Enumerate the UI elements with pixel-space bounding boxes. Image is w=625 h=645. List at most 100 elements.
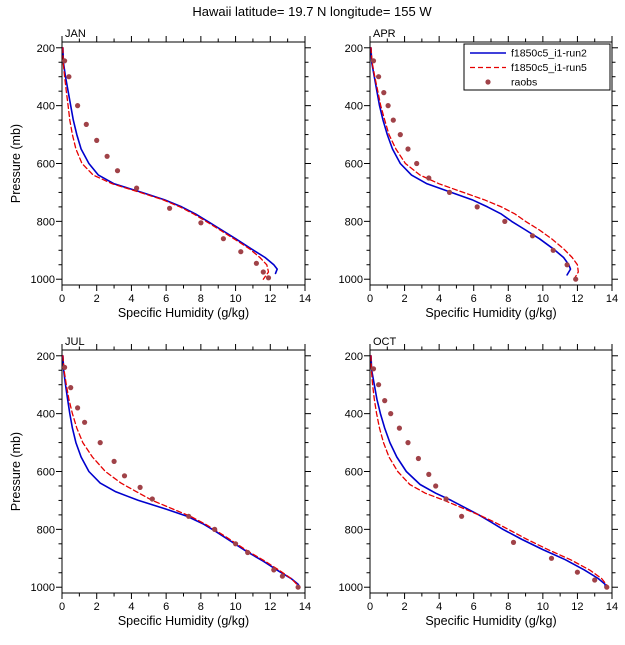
svg-text:4: 4	[436, 601, 442, 613]
panel-jul: 0 2 4 6 8 10 12 14 200 400 600 800 1000 JUL Specific H…	[9, 336, 311, 628]
svg-text:600: 600	[37, 467, 55, 479]
x-tick-labels: 0 2 4 6 8 10 12 14	[59, 601, 311, 613]
plot-border	[61, 41, 306, 286]
series-raobs-markers	[62, 364, 301, 590]
svg-text:14: 14	[299, 601, 311, 613]
svg-text:200: 200	[345, 43, 363, 55]
panel-apr: 0 2 4 6 8 10 12 14 200 400 600 800 1000 APR Specific H…	[339, 28, 619, 320]
svg-text:6: 6	[163, 293, 169, 305]
y-tick-labels: 200 400 600 800 1000	[31, 43, 55, 286]
svg-text:0: 0	[367, 601, 373, 613]
svg-text:0: 0	[367, 293, 373, 305]
svg-text:800: 800	[345, 216, 363, 228]
svg-text:200: 200	[37, 351, 55, 363]
x-axis-label: Specific Humidity (g/kg)	[118, 614, 249, 628]
panel-month-label: JUL	[65, 336, 85, 348]
svg-text:600: 600	[37, 159, 55, 171]
svg-text:4: 4	[128, 293, 134, 305]
svg-text:14: 14	[606, 601, 618, 613]
series-f1850c5_i1-run2	[62, 355, 301, 588]
svg-text:6: 6	[471, 293, 477, 305]
series-f1850c5_i1-run5	[370, 355, 610, 588]
svg-text:14: 14	[299, 293, 311, 305]
svg-text:400: 400	[37, 101, 55, 113]
y-axis-label: Pressure (mb)	[9, 124, 23, 203]
legend-label: raobs	[511, 77, 537, 89]
series-f1850c5_i1-run5	[370, 47, 579, 280]
series-raobs-markers	[370, 366, 610, 590]
svg-text:2: 2	[402, 293, 408, 305]
series-raobs-markers	[62, 58, 272, 281]
svg-text:8: 8	[198, 601, 204, 613]
legend-label: f1850c5_i1-run5	[511, 62, 587, 74]
svg-text:400: 400	[37, 409, 55, 421]
svg-text:2: 2	[402, 601, 408, 613]
series-f1850c5_i1-run2	[62, 47, 278, 275]
axis-ticks	[364, 344, 618, 599]
panel-month-label: JAN	[65, 28, 86, 40]
svg-text:14: 14	[606, 293, 618, 305]
series-f1850c5_i1-run5	[62, 355, 301, 588]
x-axis-label: Specific Humidity (g/kg)	[425, 306, 556, 320]
axis-ticks	[364, 36, 618, 291]
svg-text:6: 6	[471, 601, 477, 613]
svg-text:8: 8	[198, 293, 204, 305]
panel-month-label: OCT	[373, 336, 397, 348]
svg-text:0: 0	[59, 601, 65, 613]
panel-jan: 0 2 4 6 8 10 12 14 200 400 600 800 1000 JAN Specific H…	[9, 28, 311, 320]
svg-text:4: 4	[128, 601, 134, 613]
svg-text:2: 2	[94, 293, 100, 305]
svg-text:4: 4	[436, 293, 442, 305]
svg-text:800: 800	[37, 216, 55, 228]
y-tick-labels: 200 400 600 800 1000	[339, 43, 363, 286]
svg-text:2: 2	[94, 601, 100, 613]
svg-text:200: 200	[37, 43, 55, 55]
panel-oct: 0 2 4 6 8 10 12 14 200 400 600 800 1000 OCT Specific H…	[339, 336, 619, 628]
figure-title: Hawaii latitude= 19.7 N longitude= 155 W	[192, 4, 432, 19]
series-f1850c5_i1-run5	[62, 47, 270, 280]
svg-text:0: 0	[59, 293, 65, 305]
svg-text:10: 10	[537, 601, 549, 613]
panel-month-label: APR	[373, 28, 396, 40]
y-axis-label: Pressure (mb)	[9, 432, 23, 511]
svg-text:10: 10	[229, 293, 241, 305]
svg-text:10: 10	[537, 293, 549, 305]
svg-text:800: 800	[345, 524, 363, 536]
svg-text:12: 12	[571, 293, 583, 305]
x-axis-label: Specific Humidity (g/kg)	[118, 306, 249, 320]
svg-text:600: 600	[345, 467, 363, 479]
y-tick-labels: 200 400 600 800 1000	[339, 351, 363, 594]
legend-marker-sample	[485, 79, 491, 85]
svg-text:1000: 1000	[339, 274, 363, 286]
series-f1850c5_i1-run2	[370, 355, 606, 588]
axis-ticks	[56, 36, 311, 291]
x-tick-labels: 0 2 4 6 8 10 12 14	[367, 293, 618, 305]
x-tick-labels: 0 2 4 6 8 10 12 14	[59, 293, 311, 305]
svg-text:6: 6	[163, 601, 169, 613]
svg-text:1000: 1000	[31, 274, 55, 286]
svg-text:400: 400	[345, 101, 363, 113]
axis-ticks	[56, 344, 311, 599]
svg-text:12: 12	[264, 601, 276, 613]
y-tick-labels: 200 400 600 800 1000	[31, 351, 55, 594]
svg-text:8: 8	[505, 601, 511, 613]
svg-text:12: 12	[264, 293, 276, 305]
svg-text:1000: 1000	[339, 582, 363, 594]
svg-text:8: 8	[505, 293, 511, 305]
svg-text:800: 800	[37, 524, 55, 536]
svg-text:12: 12	[571, 601, 583, 613]
svg-text:1000: 1000	[31, 582, 55, 594]
svg-text:400: 400	[345, 409, 363, 421]
plot-border	[61, 349, 306, 594]
x-tick-labels: 0 2 4 6 8 10 12 14	[367, 601, 618, 613]
legend-label: f1850c5_i1-run2	[511, 48, 587, 60]
svg-text:200: 200	[345, 351, 363, 363]
svg-text:10: 10	[229, 601, 241, 613]
x-axis-label: Specific Humidity (g/kg)	[425, 614, 556, 628]
series-raobs-markers	[370, 58, 579, 282]
svg-text:600: 600	[345, 159, 363, 171]
